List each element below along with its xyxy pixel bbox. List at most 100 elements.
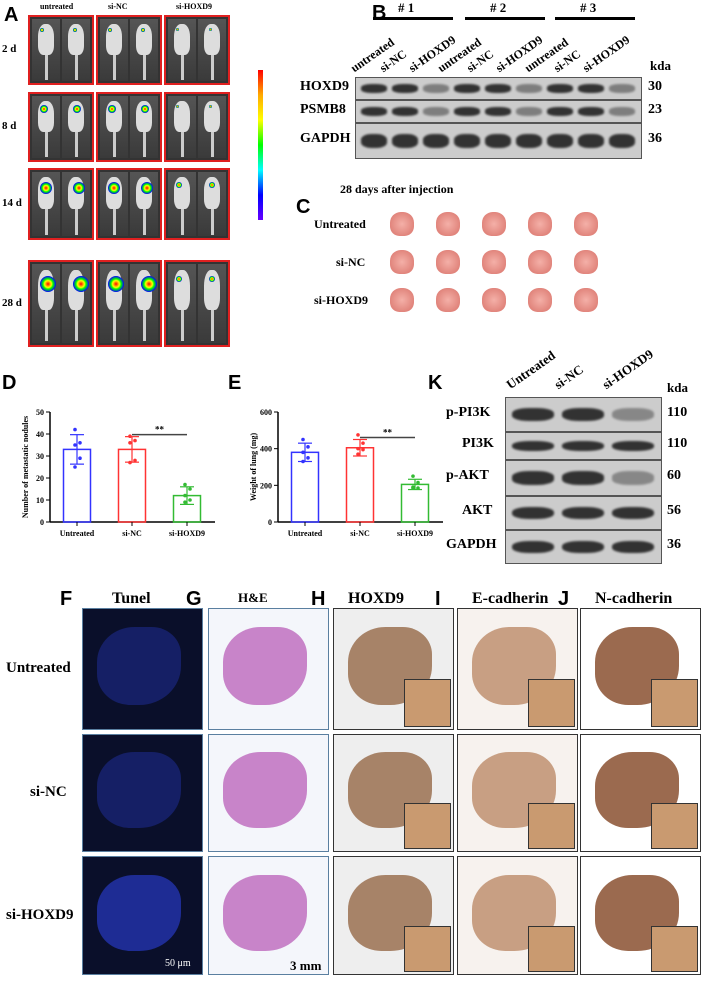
tissue [97,752,181,828]
band [454,134,480,148]
mouse-image-box [96,92,162,162]
mouse-image-box [164,15,230,85]
band [361,107,387,116]
mouse-image [168,96,196,158]
x-tick-label: si-NC [350,529,370,538]
y-tick-label: 50 [36,408,44,417]
band [562,471,604,485]
band [392,107,418,116]
data-point [361,441,365,445]
signal [73,105,82,114]
data-point [411,474,415,478]
band [612,506,654,520]
lane-label: si-HOXD9 [579,32,633,75]
mouse-image [100,264,128,343]
mouse-image-box [28,15,94,85]
mouse-image-box [96,168,162,240]
x-tick-label: si-HOXD9 [397,529,433,538]
signal [108,181,121,194]
signal [73,28,78,33]
band [423,84,449,93]
protein-label: GAPDH [446,537,497,552]
lane-label: si-NC [551,361,587,392]
histology-image [580,734,701,852]
histology-image [333,856,454,975]
scale-bar-he: 3 mm [290,958,322,973]
blot-strip [505,496,662,530]
mouse-image [32,172,60,236]
histology-image [208,734,329,852]
column-title: E-cadherin [472,590,549,607]
signal [209,105,213,109]
lung-image [436,250,460,274]
mouse-image-box [96,260,162,347]
histology-image [333,608,454,730]
band [423,134,449,148]
histology-image [82,608,203,730]
zoom-inset [527,679,575,727]
column-title: H&E [238,590,268,605]
tissue [97,874,181,951]
data-point [188,487,192,491]
signal [40,275,57,292]
set-label: # 1 [398,0,415,15]
signal [209,181,216,188]
y-tick-label: 30 [36,452,44,461]
blot-strip [355,77,642,100]
lung-image [482,288,506,312]
protein-label: p-PI3K [446,404,491,420]
signal [40,181,53,194]
signal [108,28,113,33]
lane-label: Untreated [503,347,558,392]
band [516,107,542,116]
histology-image [208,608,329,730]
signal [141,28,146,33]
row-label: Untreated [6,660,71,676]
significance-label: ** [383,428,393,438]
data-point [188,498,192,502]
band [516,134,542,148]
row-label: si-HOXD9 [6,906,74,923]
blot-strip [505,397,662,432]
y-axis-label: Number of metastatic nodules [21,416,30,518]
protein-label: AKT [462,503,493,518]
panel-label-c: C [296,196,311,218]
group-label: si-NC [108,2,128,11]
signal [176,181,183,188]
band [547,84,573,93]
mouse-image [100,172,128,236]
day-label: 14 d [2,197,22,209]
mouse-image [130,172,158,236]
mouse-image [168,264,196,343]
band [454,84,480,93]
mouse-image [198,172,226,236]
lung-image [436,288,460,312]
band [578,84,604,93]
kda-value: 110 [667,436,688,451]
row-label: si-NC [30,784,67,800]
lung-image [436,212,460,236]
significance-label: ** [155,425,165,435]
x-tick-label: si-NC [122,529,142,538]
signal [141,181,154,194]
band [516,84,542,93]
mouse-image [130,96,158,158]
mouse-image [100,96,128,158]
data-point [301,459,305,464]
band [485,134,511,148]
colorbar [258,70,263,220]
signal [176,105,180,109]
data-point [301,450,305,455]
lung-row-label: Untreated [314,217,366,231]
kda-value: 60 [667,468,681,483]
bar [290,451,320,523]
y-tick-label: 200 [260,481,272,490]
data-point [183,500,187,504]
day-label: 8 d [2,120,17,132]
mouse-image [62,172,90,236]
y-tick-label: 40 [36,430,44,439]
mouse-image-box [28,260,94,347]
mouse-image [32,96,60,158]
kda-value: 36 [667,537,681,552]
band [547,107,573,116]
